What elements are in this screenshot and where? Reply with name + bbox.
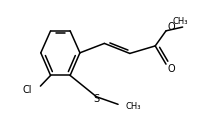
Text: CH₃: CH₃	[173, 17, 188, 26]
Text: S: S	[94, 94, 100, 104]
Text: Cl: Cl	[22, 85, 32, 95]
Text: O: O	[167, 64, 175, 74]
Text: CH₃: CH₃	[126, 102, 141, 111]
Text: O: O	[167, 22, 175, 32]
